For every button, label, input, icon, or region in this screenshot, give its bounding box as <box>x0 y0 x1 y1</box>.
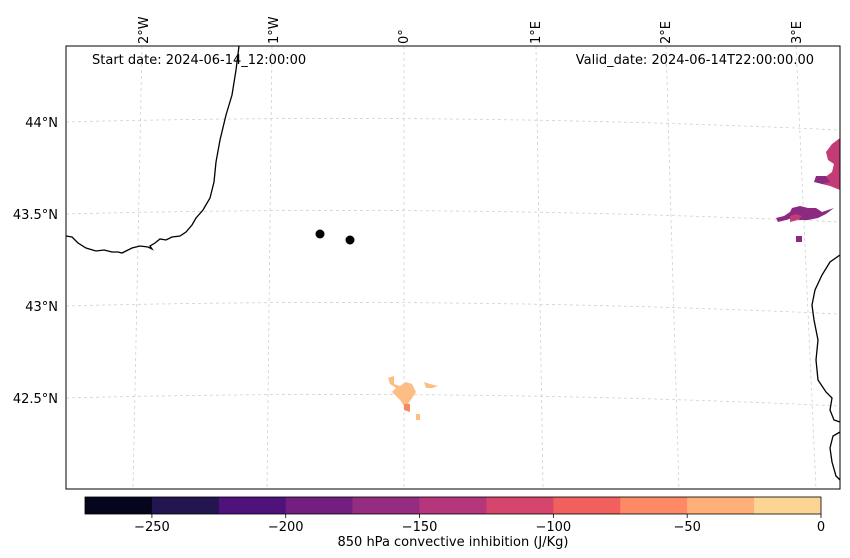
colorbar-tick-label: −100 <box>536 520 572 535</box>
parallel-42-5n <box>65 394 841 407</box>
meridian-3e <box>795 45 817 490</box>
colorbar-label: 850 hPa convective inhibition (J/Kg) <box>338 535 569 550</box>
lat-label-42-5n: 42.5°N <box>13 392 58 407</box>
colorbar-bin <box>218 497 287 514</box>
valid-date-text: Valid_date: 2024-06-14T22:00:00.00 <box>576 53 814 68</box>
parallel-43n <box>65 302 841 315</box>
start-date-text: Start date: 2024-06-14_12:00:00 <box>92 53 306 68</box>
colorbar: −250 −200 −150 −100 −50 0 850 hPa convective … <box>84 496 825 550</box>
lon-labels: 2°W 1°W 0° 1°E 2°E 3°E <box>137 16 805 44</box>
lon-label-2e: 2°E <box>659 21 674 44</box>
cin-patch-south <box>388 376 438 420</box>
colorbar-tick-label: −150 <box>402 520 438 535</box>
meridian-1w <box>266 45 273 490</box>
lon-label-0: 0° <box>397 29 412 44</box>
colorbar-tick-label: −250 <box>134 520 170 535</box>
colorbar-bin <box>620 497 688 514</box>
map-panel <box>65 45 841 490</box>
colorbar-border <box>84 496 822 515</box>
lon-label-3e: 3°E <box>790 21 805 44</box>
coastline-east-2 <box>829 431 841 481</box>
colorbar-bin <box>553 497 621 514</box>
meridian-2w <box>132 45 143 490</box>
map-border <box>65 45 841 490</box>
colorbar-ticks: −250 −200 −150 −100 −50 0 <box>134 514 825 535</box>
lat-labels: 44°N 43.5°N 43°N 42.5°N <box>13 116 58 407</box>
coastline-west <box>65 45 240 254</box>
colorbar-bin <box>419 497 487 514</box>
colorbar-bin <box>85 497 153 514</box>
colorbar-bin <box>151 497 220 514</box>
cin-patch-east <box>776 138 840 242</box>
colorbar-bins <box>85 497 822 514</box>
lat-label-43n: 43°N <box>25 300 58 315</box>
marker-2 <box>345 235 355 245</box>
lon-label-1w: 1°W <box>267 16 282 44</box>
colorbar-bin <box>486 497 554 514</box>
colorbar-bin <box>352 497 420 514</box>
lon-label-2w: 2°W <box>137 16 152 44</box>
lon-label-1e: 1°E <box>529 21 544 44</box>
colorbar-tick-label: −50 <box>673 520 700 535</box>
graticule <box>65 45 841 490</box>
parallel-44n <box>65 118 841 131</box>
lat-label-43-5n: 43.5°N <box>13 208 58 223</box>
meridian-2e <box>665 45 680 490</box>
parallel-43-5n <box>65 210 841 223</box>
meridian-1e <box>535 45 544 490</box>
marker-1 <box>315 229 325 239</box>
lat-label-44n: 44°N <box>25 116 58 131</box>
colorbar-tick-label: −200 <box>268 520 304 535</box>
colorbar-tick-label: 0 <box>817 520 825 535</box>
colorbar-bin <box>754 497 822 514</box>
coastline-east-1 <box>811 254 841 423</box>
colorbar-bin <box>285 497 353 514</box>
colorbar-bin <box>687 497 755 514</box>
